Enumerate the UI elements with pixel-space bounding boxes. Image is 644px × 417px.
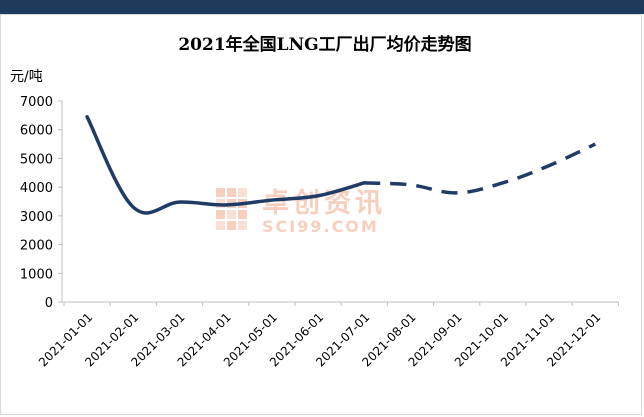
y-tick-label: 3000 <box>20 210 53 225</box>
header-bar <box>0 0 644 14</box>
y-tick-label: 5000 <box>20 152 53 167</box>
y-tick-label: 7000 <box>20 95 53 110</box>
watermark-brand: 卓创资讯 <box>262 188 386 219</box>
chart-frame <box>0 14 642 415</box>
series-layer <box>85 115 597 215</box>
watermark-domain: SCI99.COM <box>262 217 379 236</box>
y-tick-label: 2000 <box>20 239 53 254</box>
chart-title: 2021年全国LNG工厂出厂均价走势图 <box>178 34 471 55</box>
actual-price-line <box>85 115 367 215</box>
watermark-logo-icon <box>216 188 247 230</box>
y-axis-label: 元/吨 <box>10 69 43 85</box>
y-tick-label: 1000 <box>20 267 53 282</box>
y-tick-label: 0 <box>45 296 53 311</box>
y-tick-label: 6000 <box>20 124 53 139</box>
forecast-line <box>364 142 597 195</box>
watermark: 卓创资讯 SCI99.COM <box>216 188 386 236</box>
y-tick-label: 4000 <box>20 181 53 196</box>
